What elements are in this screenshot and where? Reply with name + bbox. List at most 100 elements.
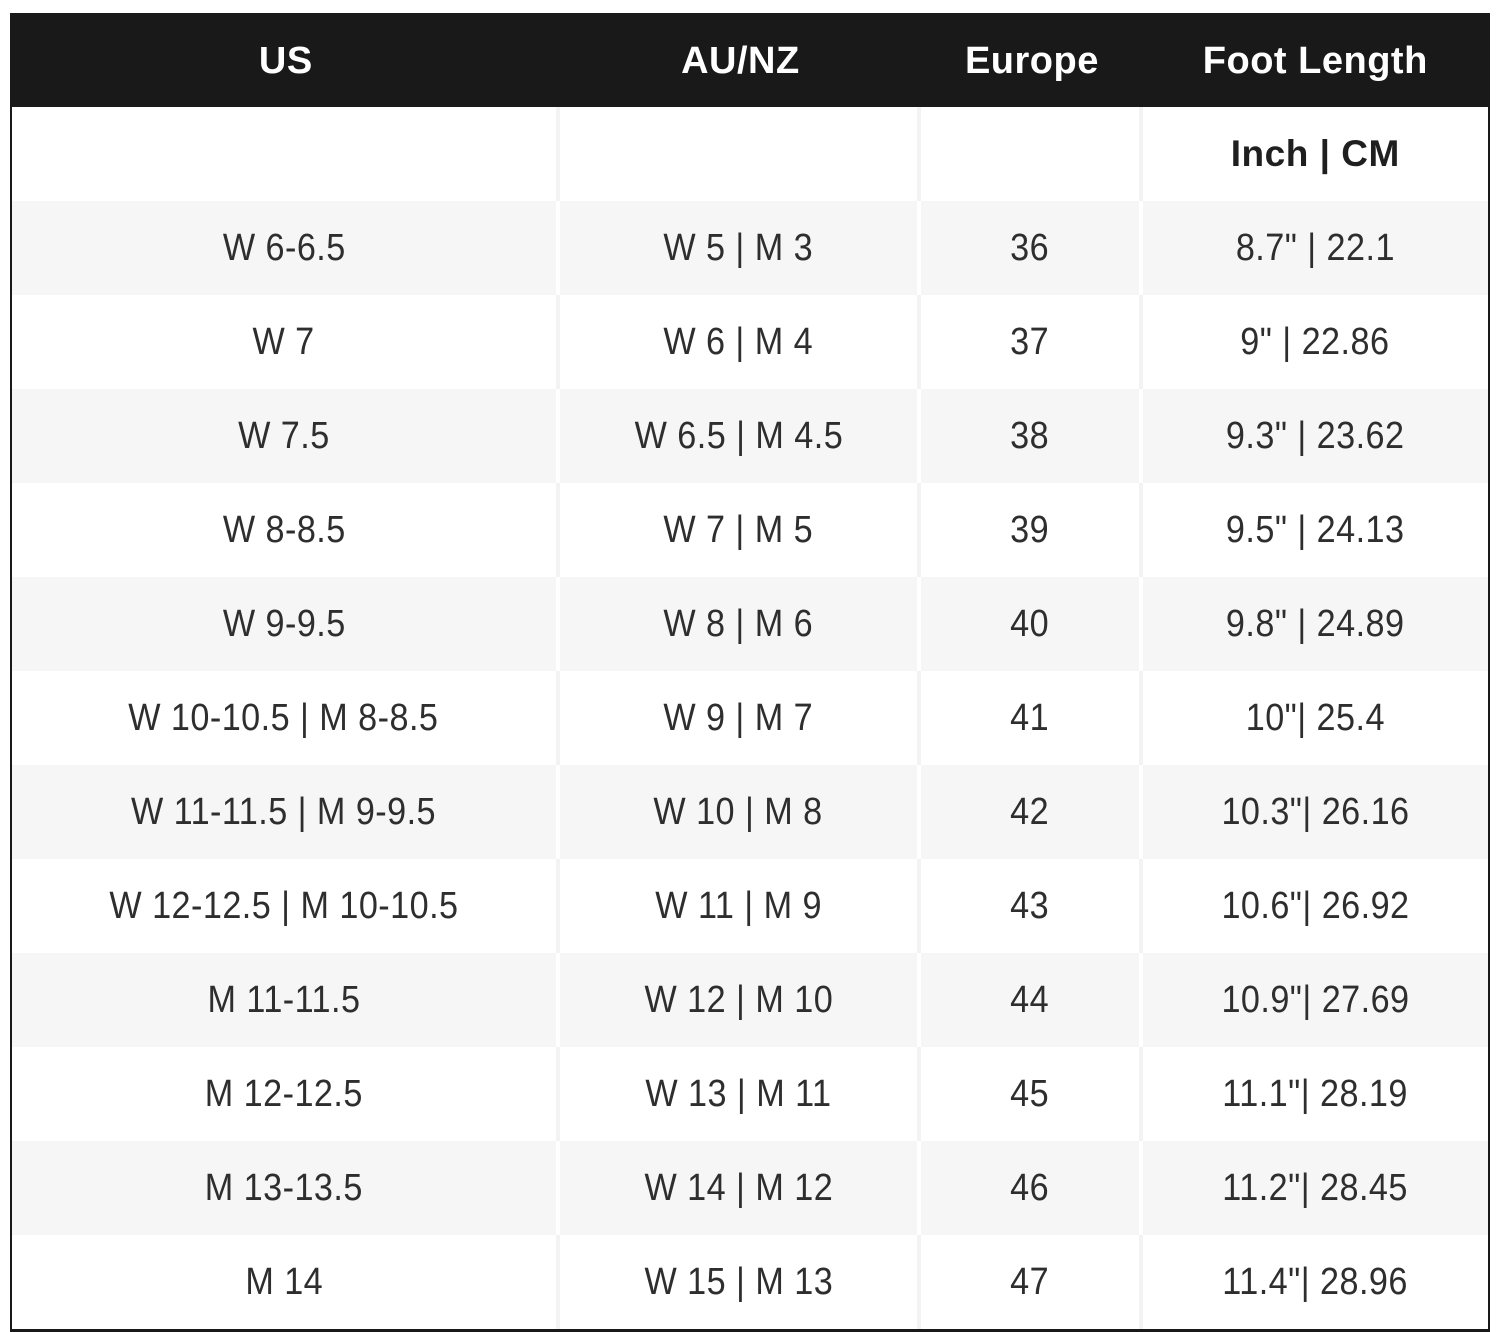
table-row: M 12-12.5 W 13 | M 11 45 11.1"| 28.19: [12, 1047, 1488, 1141]
cell-foot-length: 8.7" | 22.1: [1142, 201, 1488, 295]
col-header-us: US: [12, 15, 560, 107]
cell-foot-length: 10"| 25.4: [1142, 671, 1488, 765]
cell-text: 9.3" | 23.62: [1226, 414, 1405, 457]
cell-foot-length: 9" | 22.86: [1142, 295, 1488, 389]
size-chart-container: US AU/NZ Europe Foot Length Inch | CM W …: [10, 13, 1490, 1332]
cell-foot-length: 9.8" | 24.89: [1142, 577, 1488, 671]
cell-europe: 36: [921, 201, 1143, 295]
cell-text: W 14 | M 12: [644, 1166, 833, 1209]
cell-us: M 11-11.5: [12, 953, 560, 1047]
cell-foot-length: 11.4"| 28.96: [1142, 1235, 1488, 1329]
cell-aunz: W 6 | M 4: [559, 295, 922, 389]
shoe-size-conversion-table: US AU/NZ Europe Foot Length Inch | CM W …: [10, 13, 1490, 1332]
cell-text: 9.5" | 24.13: [1226, 508, 1405, 551]
table-row: W 11-11.5 | M 9-9.5 W 10 | M 8 42 10.3"|…: [12, 765, 1488, 859]
cell-us: W 6-6.5: [12, 201, 560, 295]
cell-aunz: W 12 | M 10: [559, 953, 922, 1047]
cell-foot-length: 9.3" | 23.62: [1142, 389, 1488, 483]
cell-europe: 40: [921, 577, 1143, 671]
col-header-europe: Europe: [921, 15, 1143, 107]
col-header-foot-length: Foot Length: [1142, 15, 1488, 107]
table-row: W 12-12.5 | M 10-10.5 W 11 | M 9 43 10.6…: [12, 859, 1488, 953]
cell-aunz: W 10 | M 8: [559, 765, 922, 859]
cell-us: W 11-11.5 | M 9-9.5: [12, 765, 560, 859]
table-row: W 6-6.5 W 5 | M 3 36 8.7" | 22.1: [12, 201, 1488, 295]
cell-text: W 8 | M 6: [663, 602, 814, 645]
cell-europe: 45: [921, 1047, 1143, 1141]
cell-text: 10"| 25.4: [1245, 696, 1385, 739]
cell-text: 46: [1010, 1166, 1050, 1209]
cell-europe: 42: [921, 765, 1143, 859]
cell-us: M 14: [12, 1235, 560, 1329]
cell-us: W 10-10.5 | M 8-8.5: [12, 671, 560, 765]
table-row: M 11-11.5 W 12 | M 10 44 10.9"| 27.69: [12, 953, 1488, 1047]
cell-aunz: W 8 | M 6: [559, 577, 922, 671]
cell-text: W 15 | M 13: [644, 1260, 833, 1303]
cell-text: 37: [1010, 320, 1050, 363]
cell-foot-length: 11.1"| 28.19: [1142, 1047, 1488, 1141]
cell-text: 42: [1010, 790, 1050, 833]
cell-us: W 7: [12, 295, 560, 389]
cell-text: W 7 | M 5: [663, 508, 814, 551]
cell-text: 9" | 22.86: [1240, 320, 1390, 363]
cell-text: W 11 | M 9: [655, 884, 822, 927]
cell-europe: 47: [921, 1235, 1143, 1329]
cell-us: W 8-8.5: [12, 483, 560, 577]
cell-text: W 8-8.5: [222, 508, 346, 551]
cell-text: 8.7" | 22.1: [1235, 226, 1395, 269]
cell-europe: 43: [921, 859, 1143, 953]
cell-text: W 7.5: [238, 414, 330, 457]
cell-foot-length: 10.9"| 27.69: [1142, 953, 1488, 1047]
cell-text: 44: [1010, 978, 1050, 1021]
cell-aunz: W 6.5 | M 4.5: [559, 389, 922, 483]
cell-us: W 12-12.5 | M 10-10.5: [12, 859, 560, 953]
cell-aunz: W 14 | M 12: [559, 1141, 922, 1235]
table-row: M 13-13.5 W 14 | M 12 46 11.2"| 28.45: [12, 1141, 1488, 1235]
cell-text: W 11-11.5 | M 9-9.5: [131, 790, 437, 833]
table-body: Inch | CM W 6-6.5 W 5 | M 3 36 8.7" | 22…: [12, 107, 1488, 1329]
cell-aunz: W 9 | M 7: [559, 671, 922, 765]
subheader-us: [12, 107, 560, 201]
cell-aunz: W 13 | M 11: [559, 1047, 922, 1141]
cell-text: 10.9"| 27.69: [1221, 978, 1410, 1021]
cell-text: W 6-6.5: [222, 226, 346, 269]
cell-text: 36: [1010, 226, 1050, 269]
header-row: US AU/NZ Europe Foot Length: [12, 15, 1488, 107]
cell-foot-length: 11.2"| 28.45: [1142, 1141, 1488, 1235]
cell-text: 11.2"| 28.45: [1222, 1166, 1409, 1209]
cell-aunz: W 11 | M 9: [559, 859, 922, 953]
table-row: W 10-10.5 | M 8-8.5 W 9 | M 7 41 10"| 25…: [12, 671, 1488, 765]
cell-text: 47: [1010, 1260, 1050, 1303]
cell-text: 45: [1010, 1072, 1050, 1115]
cell-europe: 46: [921, 1141, 1143, 1235]
cell-text: M 11-11.5: [207, 978, 361, 1021]
cell-text: 39: [1010, 508, 1050, 551]
cell-text: W 5 | M 3: [663, 226, 814, 269]
cell-europe: 37: [921, 295, 1143, 389]
cell-text: W 10-10.5 | M 8-8.5: [128, 696, 439, 739]
cell-text: W 6.5 | M 4.5: [634, 414, 843, 457]
subheader-aunz: [559, 107, 922, 201]
subheader-row: Inch | CM: [12, 107, 1488, 201]
cell-europe: 44: [921, 953, 1143, 1047]
cell-europe: 38: [921, 389, 1143, 483]
cell-us: M 12-12.5: [12, 1047, 560, 1141]
table-row: W 8-8.5 W 7 | M 5 39 9.5" | 24.13: [12, 483, 1488, 577]
cell-text: 10.3"| 26.16: [1221, 790, 1410, 833]
cell-europe: 39: [921, 483, 1143, 577]
cell-text: 11.4"| 28.96: [1222, 1260, 1409, 1303]
cell-text: 43: [1010, 884, 1050, 927]
subheader-europe: [921, 107, 1143, 201]
cell-foot-length: 10.6"| 26.92: [1142, 859, 1488, 953]
cell-foot-length: 10.3"| 26.16: [1142, 765, 1488, 859]
cell-text: 41: [1010, 696, 1050, 739]
cell-text: M 13-13.5: [204, 1166, 363, 1209]
cell-text: W 7: [252, 320, 315, 363]
cell-text: W 12 | M 10: [644, 978, 833, 1021]
cell-text: 9.8" | 24.89: [1226, 602, 1405, 645]
table-header: US AU/NZ Europe Foot Length: [12, 15, 1488, 107]
cell-us: M 13-13.5: [12, 1141, 560, 1235]
cell-text: W 10 | M 8: [653, 790, 824, 833]
col-header-aunz: AU/NZ: [559, 15, 922, 107]
cell-aunz: W 5 | M 3: [559, 201, 922, 295]
